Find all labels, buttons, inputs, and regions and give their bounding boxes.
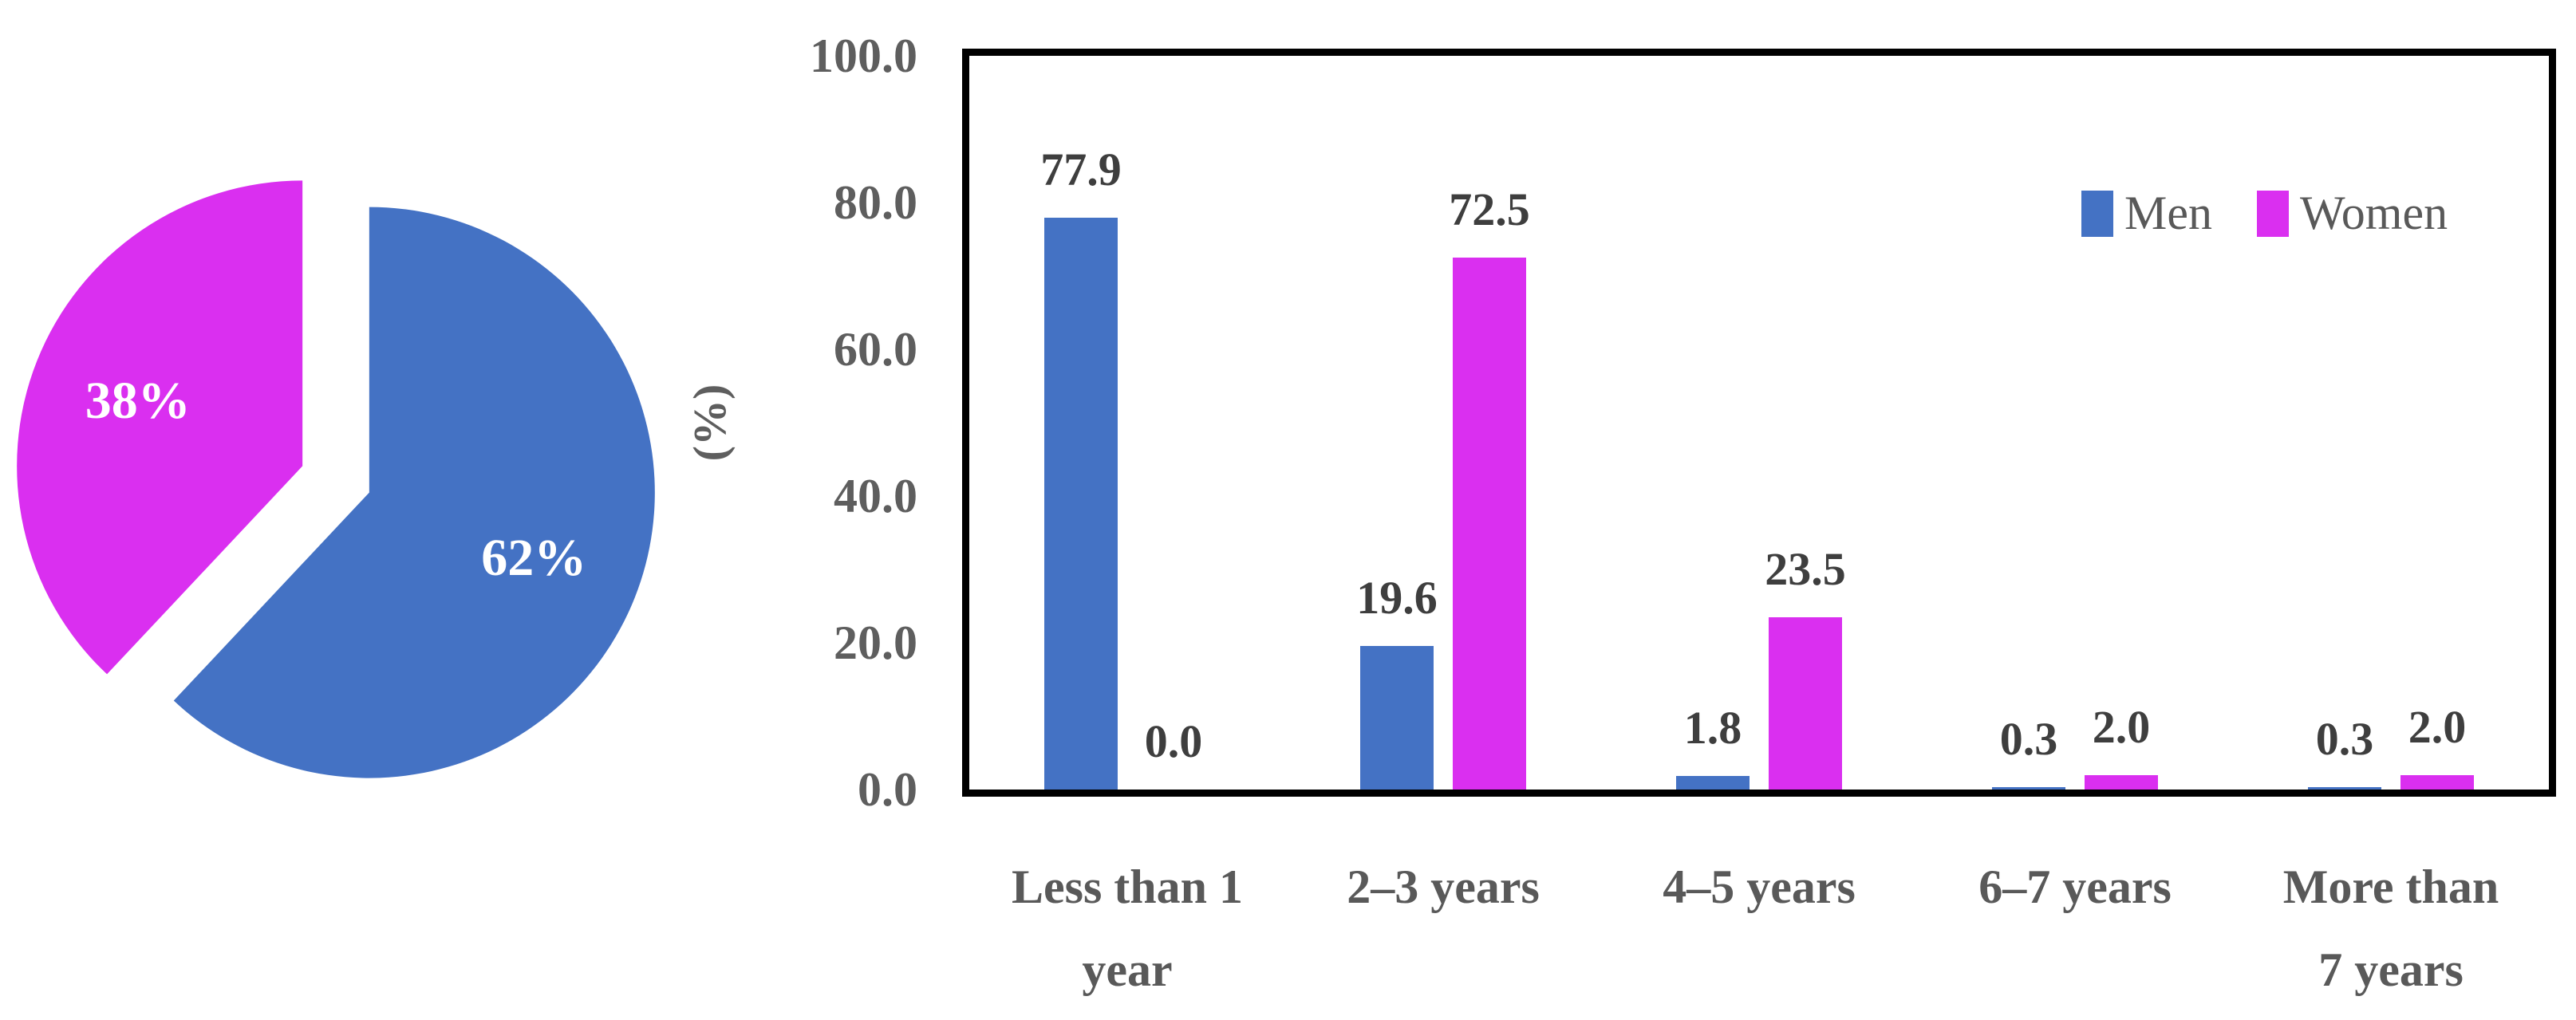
legend-label: Men [2124,187,2212,239]
x-axis-category-labels: Less than 1 year 2–3 years 4–5 years 6–7 yea… [0,845,2576,1020]
bar-data-label: 0.3 [2315,713,2374,766]
bar-data-label: 2.0 [2408,700,2467,753]
bar-men-0 [1044,218,1118,790]
bar-data-label: 72.5 [1449,183,1530,235]
x-category-label-line: Less than 1 [1011,861,1244,913]
legend-swatch-icon [2081,190,2113,237]
x-category-label-line: year [1082,943,1173,996]
x-category-label: More than 7 years [2223,845,2558,1011]
x-category-label-line: 2–3 years [1347,861,1540,913]
bar-plot-area: Men Women 77.9 19.6 1.8 0.3 0.3 0.0 72.5 23.5 2.0… [969,56,2549,790]
y-tick-label: 60.0 [834,323,917,376]
bar-data-label: 1.8 [1683,702,1742,754]
bar-data-label: 2.0 [2092,700,2151,753]
y-tick-label: 40.0 [834,470,917,522]
bar-women-3 [2085,774,2158,790]
bar-data-label: 0.0 [1144,715,1203,767]
legend-item-men: Men [2081,186,2212,241]
pie-slice-women [17,180,303,675]
bar-men-4 [2308,787,2381,790]
x-category-label: 4–5 years [1592,845,1927,928]
bar-data-label: 77.9 [1040,144,1122,196]
y-axis-tick-labels: 100.0 80.0 60.0 40.0 20.0 0.0 [678,30,917,816]
bar-men-1 [1360,645,1434,790]
bar-men-2 [1676,776,1750,790]
bar-men-3 [1992,787,2065,790]
x-category-label-line: 4–5 years [1663,861,1856,913]
pie-slice-men [173,207,655,778]
x-category-label-line: 7 years [2318,943,2464,996]
y-tick-label: 80.0 [834,176,917,229]
x-category-label-line: More than [2282,861,2499,913]
bar-data-label: 19.6 [1356,571,1438,624]
x-category-label-line: 6–7 years [1978,861,2172,913]
legend-swatch-icon [2256,190,2289,237]
legend: Men Women [2081,186,2448,241]
y-tick-label: 100.0 [810,30,917,82]
bar-women-1 [1453,258,1526,790]
plot-frame [962,49,2556,797]
y-tick-label: 20.0 [834,616,917,669]
y-tick-label: 0.0 [858,763,917,816]
bar-women-4 [2400,774,2474,790]
x-category-label: 2–3 years [1276,845,1611,928]
x-category-label: Less than 1 year [960,845,1295,1011]
pie-slice-percentage-label: 62% [481,529,586,587]
pie-slice-percentage-label: 38% [85,372,191,430]
legend-item-women: Women [2256,186,2448,241]
pie-chart: 62% 38% [17,180,655,778]
bar-data-label: 0.3 [1999,713,2058,766]
bar-data-label: 23.5 [1765,542,1846,595]
legend-label: Women [2299,187,2448,239]
bar-women-2 [1769,616,1842,790]
x-category-label: 6–7 years [1907,845,2243,928]
